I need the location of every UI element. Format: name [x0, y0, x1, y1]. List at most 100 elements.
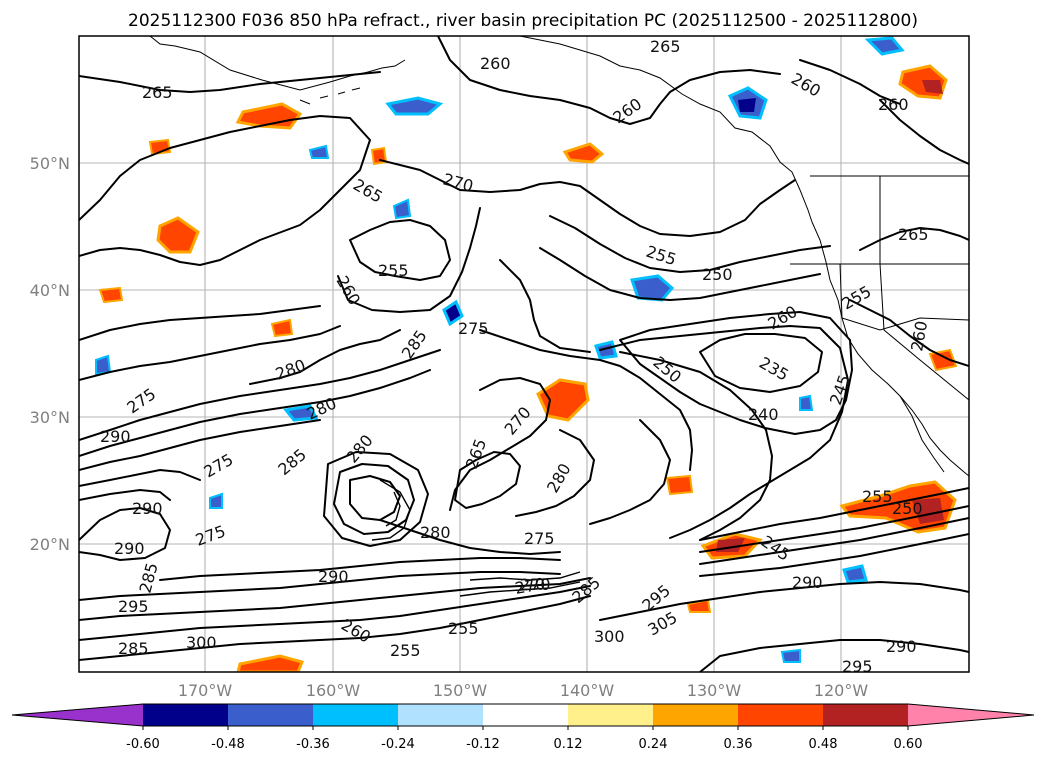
contour-label: 280 — [420, 523, 451, 542]
contour-label: 300 — [186, 633, 217, 652]
contour-label: 265 — [650, 37, 681, 56]
contour-label: 290 — [886, 637, 917, 656]
refractivity-contour — [879, 99, 969, 165]
refractivity-contour — [699, 505, 969, 553]
positive-anomaly-patch — [562, 142, 605, 164]
positive-anomaly-patch — [839, 480, 957, 534]
refractivity-contour — [79, 469, 201, 487]
refractivity-contour — [371, 479, 411, 541]
colorbar-tick-label: 0.24 — [639, 737, 668, 752]
colorbar-swatch — [228, 704, 313, 726]
refractivity-contour — [449, 377, 551, 511]
contour-label: 290 — [132, 499, 163, 518]
refractivity-contour — [79, 369, 431, 457]
refractivity-contour — [799, 59, 901, 105]
refractivity-contour — [469, 571, 581, 581]
refractivity-contour — [79, 585, 591, 641]
negative-anomaly-patch — [308, 144, 330, 159]
positive-anomaly-patch — [156, 216, 200, 254]
contour-label: 290 — [114, 539, 145, 558]
contour-label: 250 — [702, 265, 733, 284]
lon-label-170w: 170°W — [178, 681, 233, 700]
colorbar-tick-label: -0.12 — [466, 737, 500, 752]
lon-label-160w: 160°W — [306, 681, 361, 700]
negative-anomaly-patch — [864, 36, 905, 56]
refractivity-contour — [349, 475, 401, 521]
precip-pc-shading — [95, 36, 958, 672]
refractivity-contours — [79, 36, 969, 672]
contour-label: 260 — [878, 95, 909, 114]
refractivity-contour — [79, 305, 321, 341]
alaska-coastline — [149, 36, 406, 91]
refractivity-contour — [349, 219, 451, 281]
colorbar-tick-label: -0.24 — [381, 737, 415, 752]
contour-label: 255 — [862, 487, 893, 506]
aleutian-islands — [299, 87, 361, 105]
refractivity-contour — [385, 491, 401, 527]
negative-anomaly-patch — [594, 340, 618, 360]
negative-anomaly-patch — [842, 564, 868, 584]
negative-anomaly-patch — [385, 96, 444, 116]
positive-anomaly-patch — [665, 474, 694, 496]
refractivity-contour — [859, 227, 969, 251]
lat-label-20n: 20°N — [30, 535, 70, 554]
coastlines — [149, 36, 969, 477]
negative-anomaly-patch — [799, 394, 814, 411]
refractivity-contour — [459, 581, 581, 597]
refractivity-contour — [599, 581, 969, 621]
contour-label: 240 — [748, 405, 779, 424]
colorbar-tick-label: -0.48 — [211, 737, 245, 752]
negative-anomaly-patch — [442, 299, 464, 327]
colorbar-swatch — [653, 704, 738, 726]
refractivity-contour — [159, 557, 561, 581]
colorbar-tick-label: 0.48 — [809, 737, 838, 752]
colorbar-swatch — [398, 704, 483, 726]
lon-label-150w: 150°W — [433, 681, 488, 700]
negative-anomaly-patch — [630, 274, 675, 302]
refractivity-contour — [79, 489, 171, 501]
colorbar-tick-label: 0.12 — [554, 737, 583, 752]
map-panel: 265 260 265 260 260 260 265 270 255 260 … — [30, 35, 970, 700]
colorbar-tick-label: -0.60 — [126, 737, 160, 752]
lon-label-120w: 120°W — [814, 681, 869, 700]
refractivity-contour — [454, 451, 521, 509]
refractivity-contour — [589, 419, 671, 525]
figure-title: 2025112300 F036 850 hPa refract., river … — [128, 11, 918, 31]
contour-label: 285 — [118, 639, 149, 658]
contour-label: 265 — [898, 225, 929, 244]
refractivity-contour — [337, 207, 481, 313]
gulf-of-alaska-coastline — [519, 36, 813, 223]
lat-label-50n: 50°N — [30, 154, 70, 173]
colorbar-swatch — [313, 704, 398, 726]
refractivity-contour — [79, 115, 371, 266]
positive-anomaly-patch — [898, 64, 948, 100]
contour-label: 255 — [378, 261, 409, 280]
contour-label: 270 — [520, 575, 551, 594]
longitude-labels: 170°W 160°W 150°W 140°W 130°W 120°W — [178, 681, 869, 700]
colorbar-tick-label: 0.60 — [894, 737, 923, 752]
refractivity-contour — [699, 533, 969, 577]
colorbar-tick-label: 0.36 — [724, 737, 753, 752]
contour-label: 300 — [594, 627, 625, 646]
contour-label: 275 — [458, 319, 489, 338]
refractivity-contour — [79, 577, 591, 621]
refractivity-contour — [79, 419, 321, 471]
colorbar-swatch — [483, 704, 568, 726]
refractivity-contour — [849, 299, 969, 367]
refractivity-contour — [79, 71, 381, 93]
lat-label-40n: 40°N — [30, 281, 70, 300]
us-state-border — [879, 176, 969, 401]
colorbar-swatch — [738, 704, 823, 726]
refractivity-contour — [379, 519, 561, 555]
refractivity-contour — [79, 595, 591, 661]
positive-anomaly-patch — [536, 378, 590, 422]
refractivity-contour — [79, 571, 561, 601]
contour-label: 290 — [100, 427, 131, 446]
refractivity-contour — [499, 259, 591, 353]
negative-anomaly-patch — [283, 404, 319, 422]
negative-anomaly-patch — [209, 492, 223, 509]
refractivity-contour — [79, 507, 171, 561]
contour-label: 250 — [892, 499, 923, 518]
baja-coastline — [899, 395, 945, 473]
